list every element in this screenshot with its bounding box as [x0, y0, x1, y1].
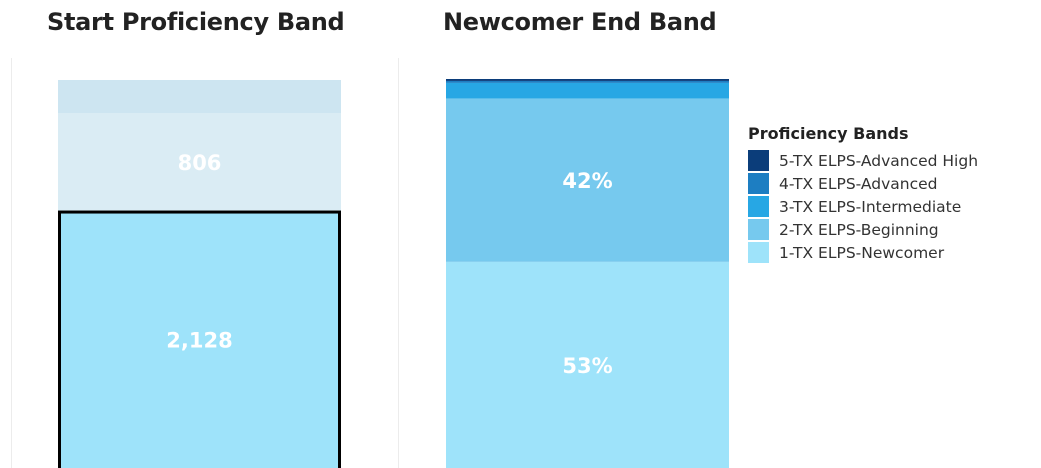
bar-segment[interactable]: [446, 82, 729, 99]
legend-label: 3-TX ELPS-Intermediate: [779, 197, 962, 216]
legend-item[interactable]: 2-TX ELPS-Beginning: [748, 218, 978, 241]
bar-segment[interactable]: [446, 261, 729, 468]
bar-segment[interactable]: [446, 98, 729, 262]
legend-items: 5-TX ELPS-Advanced High 4-TX ELPS-Advance…: [748, 149, 978, 264]
legend-item[interactable]: 5-TX ELPS-Advanced High: [748, 149, 978, 172]
selected-segment-outline: [58, 210, 341, 468]
bar-data-label: 2,128: [166, 328, 232, 352]
legend-item[interactable]: 3-TX ELPS-Intermediate: [748, 195, 978, 218]
bar-segment[interactable]: [446, 79, 729, 81]
legend: Proficiency Bands 5-TX ELPS-Advanced Hig…: [748, 124, 978, 264]
legend-label: 2-TX ELPS-Beginning: [779, 220, 939, 239]
legend-label: 4-TX ELPS-Advanced: [779, 174, 938, 193]
legend-swatch: [748, 196, 769, 217]
middle-divider: [398, 58, 399, 468]
legend-label: 1-TX ELPS-Newcomer: [779, 243, 945, 262]
legend-label: 5-TX ELPS-Advanced High: [779, 151, 979, 170]
left-divider: [11, 58, 12, 468]
legend-swatch: [748, 219, 769, 240]
bar-segment[interactable]: [58, 80, 341, 114]
legend-title: Proficiency Bands: [748, 124, 909, 143]
bar-segment[interactable]: [58, 210, 341, 468]
legend-swatch: [748, 173, 769, 194]
bar-segment[interactable]: [58, 113, 341, 211]
start-band-chart-title: Start Proficiency Band: [47, 8, 345, 36]
legend-swatch: [748, 242, 769, 263]
bar-data-label: 53%: [562, 354, 612, 378]
bar-segment[interactable]: [446, 80, 729, 83]
legend-item[interactable]: 4-TX ELPS-Advanced: [748, 172, 978, 195]
end-band-chart-title: Newcomer End Band: [443, 8, 717, 36]
bar-data-label: 806: [178, 151, 222, 175]
legend-item[interactable]: 1-TX ELPS-Newcomer: [748, 241, 978, 264]
bar-data-label: 42%: [562, 169, 612, 193]
legend-swatch: [748, 150, 769, 171]
